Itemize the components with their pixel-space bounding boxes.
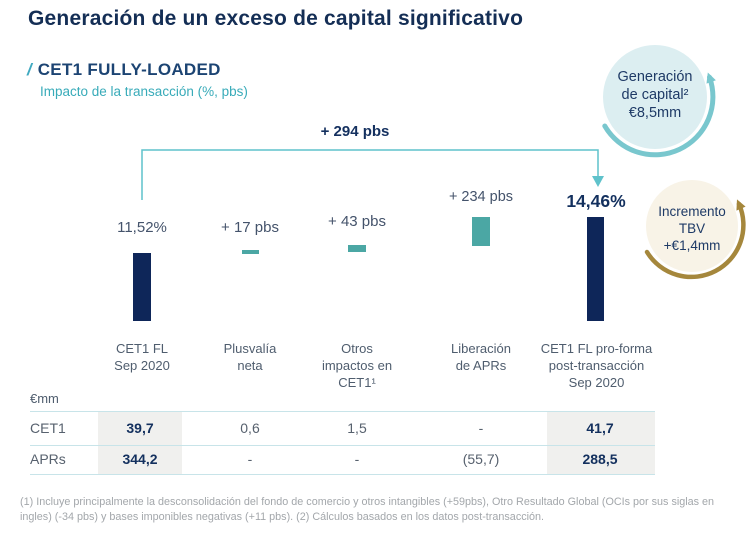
capital-generation-badge: Generación de capital² €8,5mm <box>600 68 710 122</box>
upward-arrow-icon <box>644 199 746 280</box>
category-line: de APRs <box>455 358 507 373</box>
upward-arrow-icon <box>602 72 716 158</box>
category-line: Liberación <box>451 341 511 356</box>
capital-generation-badge-circle <box>602 45 716 158</box>
badge-line: Incremento <box>658 204 726 219</box>
table-divider <box>30 474 655 475</box>
slash-accent-icon: / <box>27 60 32 79</box>
table-cell: - <box>247 451 253 467</box>
table-cell: 0,6 <box>240 420 260 436</box>
category-line: impactos en <box>321 358 393 373</box>
down-arrow-icon <box>592 176 604 187</box>
category-line: post-transacción <box>548 358 645 373</box>
bar-value-label: + 43 pbs <box>328 213 386 230</box>
category-label: Otros impactos en CET1¹ <box>297 340 417 391</box>
table-divider <box>30 445 655 446</box>
table-cell: 39,7 <box>126 420 154 436</box>
table-row-label: CET1 <box>30 420 66 436</box>
category-line: CET1 FL <box>115 341 168 356</box>
bar-liberacion-aprs <box>472 217 490 246</box>
category-label: CET1 FL pro-forma post-transacción Sep 2… <box>519 340 674 391</box>
table-cell: 41,7 <box>586 420 614 436</box>
badge-line: TBV <box>678 221 706 236</box>
table-cell: 1,5 <box>347 420 367 436</box>
bar-plusvalia-neta <box>242 250 259 254</box>
badge-circle <box>646 180 738 272</box>
bar-value-label: 11,52% <box>117 219 167 236</box>
tbv-increase-badge: Incremento TBV +€1,4mm <box>639 203 745 254</box>
footnote: (1) Incluye principalmente la desconsoli… <box>20 496 715 523</box>
bar-otros-impactos <box>348 245 366 252</box>
page-title: Generación de un exceso de capital signi… <box>28 7 524 30</box>
category-line: CET1¹ <box>338 375 376 390</box>
table-cell: - <box>478 420 484 436</box>
section-header: / CET1 FULLY-LOADED <box>27 60 221 80</box>
table-shaded-column <box>547 412 655 474</box>
table-row-label: APRs <box>30 451 66 467</box>
chart-subtitle: Impacto de la transacción (%, pbs) <box>40 84 248 99</box>
category-line: CET1 FL pro-forma <box>540 341 653 356</box>
category-line: neta <box>237 358 263 373</box>
category-line: Sep 2020 <box>114 358 170 373</box>
table-unit-label: €mm <box>30 391 59 406</box>
badge-line: Generación <box>617 69 693 85</box>
category-line: Plusvalía <box>223 341 277 356</box>
category-label: CET1 FL Sep 2020 <box>82 340 202 374</box>
bar-value-label: + 17 pbs <box>221 219 279 236</box>
badge-circle <box>603 45 707 149</box>
badge-value: +€1,4mm <box>663 238 721 253</box>
section-heading: CET1 FULLY-LOADED <box>37 60 221 79</box>
badge-value: €8,5mm <box>628 105 682 121</box>
category-line: Otros <box>341 341 373 356</box>
table-cell: 344,2 <box>122 451 158 467</box>
table-cell: - <box>354 451 360 467</box>
tbv-increase-badge-circle <box>644 180 746 280</box>
bar-value-label-final: 14,46% <box>566 191 626 211</box>
category-label: Liberación de APRs <box>421 340 541 374</box>
category-line: Sep 2020 <box>568 375 625 390</box>
bar-value-label: + 234 pbs <box>448 189 514 205</box>
table-cell: (55,7) <box>462 451 500 467</box>
table-cell: 288,5 <box>582 451 618 467</box>
table-divider <box>30 411 655 412</box>
bar-cet1-sep2020 <box>133 253 151 321</box>
badge-line: de capital² <box>621 87 689 103</box>
table-shaded-column <box>98 412 182 474</box>
category-label: Plusvalía neta <box>190 340 310 374</box>
total-change-label: + 294 pbs <box>320 123 390 140</box>
bar-cet1-proforma <box>587 217 604 321</box>
